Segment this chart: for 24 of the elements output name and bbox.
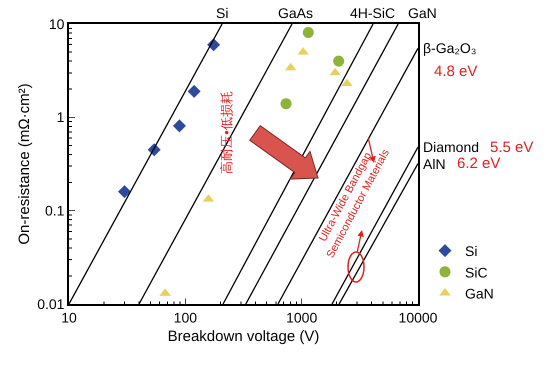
- y-tick-label: 1: [56, 109, 65, 126]
- series-label: Diamond: [423, 139, 480, 155]
- text: 6.2 eV: [457, 155, 500, 172]
- series-label: β-Ga₂O₃: [423, 40, 476, 56]
- y-tick-label: 10: [48, 16, 65, 32]
- y-axis-title: On-resistance (mΩ·cm²): [16, 83, 33, 245]
- series-label: GaAs: [278, 5, 314, 21]
- y-tick-label: 0.1: [44, 202, 65, 219]
- series-label: Si: [216, 5, 228, 21]
- x-tick-label: 10: [61, 310, 77, 326]
- x-tick-label: 100: [174, 310, 198, 326]
- text: 4.8 eV: [434, 63, 478, 80]
- text: 5.5 eV: [490, 139, 534, 156]
- legend-label: SiC: [465, 264, 488, 280]
- series-label: GaN: [408, 5, 437, 21]
- y-tick-label: 0.01: [37, 296, 65, 312]
- legend-label: Si: [465, 243, 478, 260]
- series-label: AlN: [423, 156, 446, 172]
- annotation: 高耐压•低损耗: [219, 91, 234, 174]
- x-axis-title: Breakdown voltage (V): [168, 328, 320, 346]
- series-label: 4H-SiC: [350, 5, 396, 21]
- x-tick-label: 10000: [398, 310, 438, 326]
- x-tick-label: 1000: [286, 310, 318, 326]
- legend-label: GaN: [465, 285, 494, 302]
